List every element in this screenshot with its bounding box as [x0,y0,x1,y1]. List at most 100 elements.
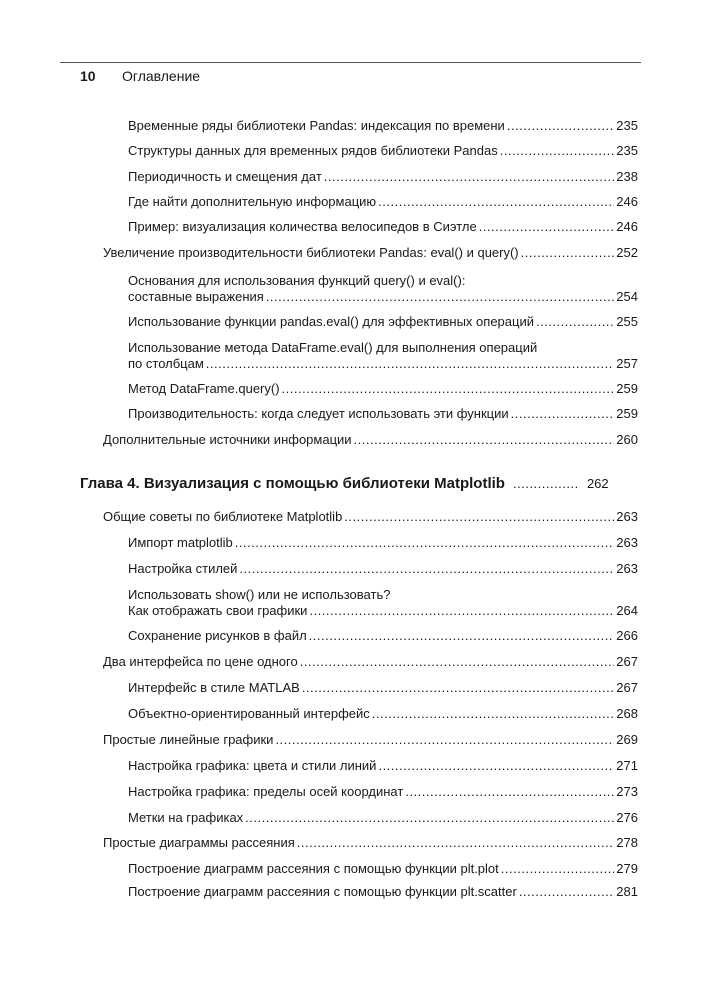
toc-entry[interactable]: Настройка графика: пределы осей координа… [128,784,638,800]
toc-entry[interactable]: Периодичность и смещения дат 238 [128,169,638,185]
toc-page-number: 255 [616,314,638,329]
toc-entry-title: Объектно-ориентированный интерфейс [128,706,370,721]
toc-page-number: 257 [616,356,638,371]
dot-leader [282,381,615,397]
toc-page-number: 269 [616,732,638,747]
toc-entry[interactable]: Использовать show() или не использовать?… [128,587,638,619]
toc-entry[interactable]: Настройка графика: цвета и стили линий 27… [128,758,638,774]
dot-leader [507,118,614,134]
toc-entry[interactable]: Пример: визуализация количества велосипе… [128,219,638,235]
toc-page-number: 264 [616,603,638,618]
toc-entry[interactable]: Дополнительные источники информации 260 [103,432,638,448]
toc-page-number: 267 [616,654,638,669]
dot-leader [479,219,615,235]
toc-entry[interactable]: Два интерфейса по цене одного 267 [103,654,638,670]
toc-entry[interactable]: Структуры данных для временных рядов биб… [128,143,638,159]
dot-leader [275,732,614,748]
dot-leader [513,476,577,492]
dot-leader [354,432,615,448]
toc-entry[interactable]: Построение диаграмм рассеяния с помощью … [128,884,638,900]
toc-entry[interactable]: Использование метода DataFrame.eval() дл… [128,340,638,372]
dot-leader [235,535,615,551]
toc-entry-title: Импорт matplotlib [128,535,233,550]
toc-entry-title: Использовать show() или не использовать? [128,587,391,602]
toc-entry-title: Настройка стилей [128,561,238,576]
dot-leader [372,706,615,722]
toc-entry-title: Настройка графика: цвета и стили линий [128,758,377,773]
toc-page-number: 238 [616,169,638,184]
toc-page-number: 271 [616,758,638,773]
toc-entry[interactable]: Увеличение производительности библиотеки… [103,245,638,261]
toc-entry[interactable]: Простые диаграммы рассеяния 278 [103,835,638,851]
dot-leader [521,245,615,261]
toc-entry[interactable]: Сохранение рисунков в файл 266 [128,628,638,644]
toc-entry[interactable]: Импорт matplotlib 263 [128,535,638,551]
toc-page-number: 263 [616,561,638,576]
toc-entry[interactable]: Настройка стилей 263 [128,561,638,577]
toc-entry-title: Структуры данных для временных рядов биб… [128,143,498,158]
toc-page-number: 279 [616,861,638,876]
dot-leader [378,758,614,774]
toc-entry[interactable]: Общие советы по библиотеке Matplotlib 263 [103,509,638,525]
toc-entry-title: Пример: визуализация количества велосипе… [128,219,477,234]
dot-leader [245,810,614,826]
toc-entry-title: Настройка графика: пределы осей координа… [128,784,404,799]
toc-entry-title: Интерфейс в стиле MATLAB [128,680,300,695]
toc-entry-title: Метод DataFrame.query() [128,381,280,396]
toc-page-number: 260 [616,432,638,447]
toc-entry-title: Простые линейные графики [103,732,274,747]
dot-leader [500,143,615,159]
toc-page-number: 263 [616,509,638,524]
toc-entry-title: составные выражения [128,289,264,304]
toc-entry[interactable]: Объектно-ориентированный интерфейс 268 [128,706,638,722]
toc-page-number: 263 [616,535,638,550]
toc-entry-title: Сохранение рисунков в файл [128,628,307,643]
header-rule [60,62,641,63]
toc-entry-title: Построение диаграмм рассеяния с помощью … [128,861,499,876]
toc-entry-title: Как отображать свои графики [128,603,308,618]
toc-entry[interactable]: Использование функции pandas.eval() для … [128,314,638,330]
page-number: 10 [80,68,96,84]
dot-leader [344,509,614,525]
toc-page-number: 273 [616,784,638,799]
toc-entry-title: Увеличение производительности библиотеки… [103,245,519,260]
dot-leader [309,628,615,644]
toc-entry-title: Глава 4. Визуализация с помощью библиоте… [80,475,505,492]
toc-entry-title: Метки на графиках [128,810,244,825]
toc-entry-title: Периодичность и смещения дат [128,169,322,184]
toc-entry[interactable]: Временные ряды библиотеки Pandas: индекс… [128,118,638,134]
dot-leader [300,654,615,670]
running-title: Оглавление [122,68,201,84]
toc-entry[interactable]: Основания для использования функций quer… [128,273,638,305]
dot-leader [511,406,615,422]
toc-page-number: 266 [616,628,638,643]
toc-page-number: 262 [586,476,609,491]
toc-entry[interactable]: Производительность: когда следует исполь… [128,406,638,422]
toc-entry[interactable]: Где найти дополнительную информацию 246 [128,194,638,210]
toc-entry-title: Производительность: когда следует исполь… [128,406,509,421]
toc-entry-title: Простые диаграммы рассеяния [103,835,295,850]
dot-leader [309,603,614,619]
toc-entry-title: Дополнительные источники информации [103,432,352,447]
dot-leader [302,680,614,696]
toc-entry[interactable]: Метод DataFrame.query() 259 [128,381,638,397]
toc-entry[interactable]: Интерфейс в стиле MATLAB 267 [128,680,638,696]
toc-entry-title: Общие советы по библиотеке Matplotlib [103,509,343,524]
toc-chapter[interactable]: Глава 4. Визуализация с помощью библиоте… [80,476,638,492]
toc-entry-title: Основания для использования функций quer… [128,273,466,288]
dot-leader [206,356,615,372]
toc-page-number: 259 [616,406,638,421]
toc-entry-title: по столбцам [128,356,204,371]
dot-leader [501,861,615,877]
toc-entry-title: Построение диаграмм рассеяния с помощью … [128,884,517,899]
toc-page-number: 259 [616,381,638,396]
toc-entry[interactable]: Простые линейные графики 269 [103,732,638,748]
toc-page-number: 267 [616,680,638,695]
toc-entry[interactable]: Построение диаграмм рассеяния с помощью … [128,861,638,877]
toc-entry[interactable]: Метки на графиках 276 [128,810,638,826]
toc-page-number: 252 [616,245,638,260]
toc-page-number: 254 [616,289,638,304]
toc-entry-title: Два интерфейса по цене одного [103,654,298,669]
toc-entry-title: Использование метода DataFrame.eval() дл… [128,340,538,355]
toc-page-number: 246 [616,219,638,234]
